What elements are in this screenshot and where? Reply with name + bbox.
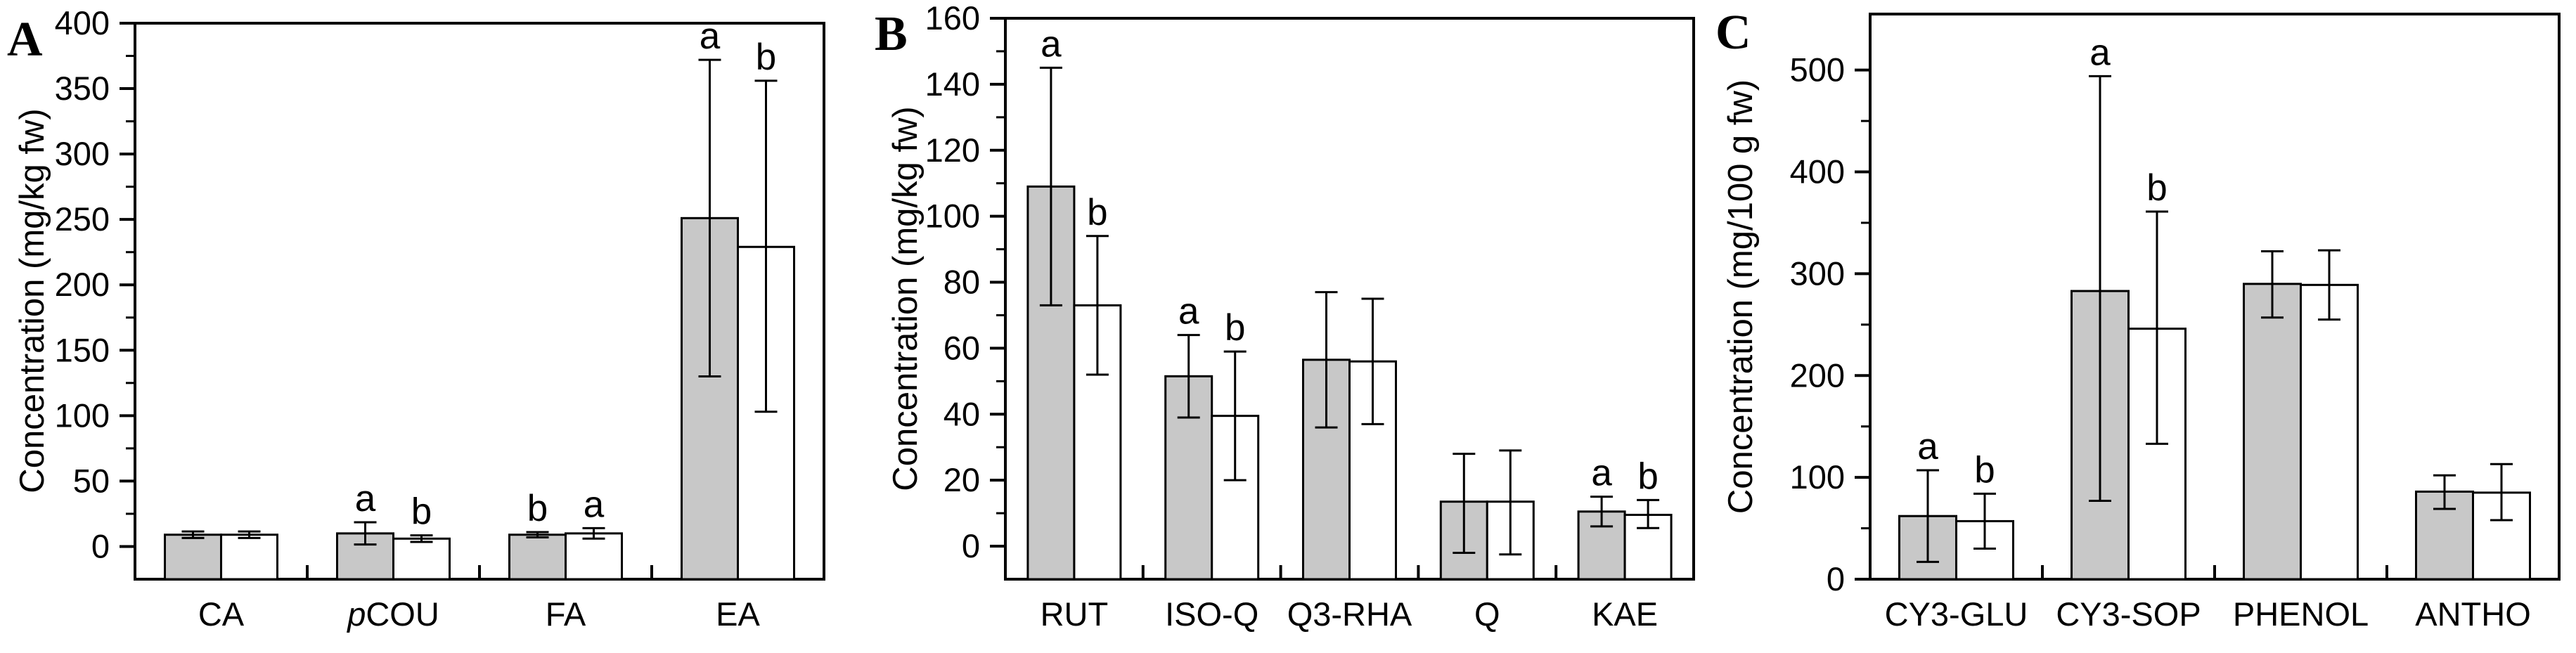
error-bar bbox=[1361, 297, 1384, 425]
category-label: ANTHO bbox=[2415, 595, 2531, 633]
error-bar bbox=[1973, 492, 1996, 550]
panel-b-y-axis-title: Concentration (mg/kg fw) bbox=[887, 106, 925, 491]
significance-letter: b bbox=[1225, 307, 1245, 349]
y-tick-label: 160 bbox=[925, 0, 980, 37]
y-tick-label: 400 bbox=[1790, 153, 1845, 190]
y-tick-label: 100 bbox=[55, 396, 110, 434]
y-tick-label: 400 bbox=[55, 4, 110, 41]
significance-letter: a bbox=[1178, 291, 1199, 332]
error-bar bbox=[526, 531, 549, 538]
error-bar bbox=[1086, 235, 1109, 376]
category-label: Q bbox=[1474, 595, 1500, 633]
category-label: CA bbox=[198, 595, 245, 633]
error-bar bbox=[2146, 210, 2168, 445]
panel-c-chart: 0 100 200 300 400 500 CY3-GLU CY3-SOP PHENOL ANTH… bbox=[1790, 13, 2561, 633]
panel-c-letter: C bbox=[1715, 6, 1751, 60]
error-bar bbox=[1039, 66, 1062, 306]
y-tick-label: 300 bbox=[1790, 254, 1845, 292]
error-bar bbox=[1917, 469, 1939, 563]
significance-letter: b bbox=[1087, 192, 1107, 233]
error-bar bbox=[1223, 350, 1247, 481]
y-tick-label: 40 bbox=[944, 395, 980, 432]
y-tick-label: 0 bbox=[962, 527, 980, 564]
bar-open bbox=[392, 537, 451, 581]
bar-open bbox=[220, 534, 278, 581]
bar-filled bbox=[164, 534, 222, 581]
error-bar bbox=[238, 530, 261, 539]
category-label: CY3-SOP bbox=[2056, 595, 2201, 633]
y-tick-label: 0 bbox=[91, 527, 110, 564]
error-bar bbox=[582, 526, 605, 540]
y-tick-label: 100 bbox=[925, 198, 980, 235]
y-tick-label: 500 bbox=[1790, 51, 1845, 89]
y-tick-label: 200 bbox=[55, 266, 110, 303]
error-bar bbox=[1453, 453, 1476, 554]
significance-letter: a bbox=[355, 478, 376, 519]
error-bar bbox=[2089, 75, 2111, 502]
error-bar bbox=[181, 530, 205, 539]
significance-letter: a bbox=[1917, 426, 1938, 467]
bar-open bbox=[1211, 415, 1260, 581]
significance-letter: b bbox=[527, 488, 548, 529]
y-tick-label: 80 bbox=[944, 264, 980, 301]
error-bar bbox=[1590, 496, 1614, 528]
error-bar bbox=[354, 521, 377, 546]
category-label: PHENOL bbox=[2233, 595, 2369, 633]
error-bar bbox=[2261, 250, 2284, 319]
category-label: CY3-GLU bbox=[1885, 595, 2028, 633]
error-bar bbox=[1637, 498, 1660, 529]
category-label: KAE bbox=[1592, 595, 1658, 633]
panel-a-y-axis-title: Concentration (mg/kg fw) bbox=[13, 108, 51, 493]
category-label: Q3-RHA bbox=[1287, 595, 1412, 633]
significance-letter: a bbox=[1591, 453, 1612, 494]
significance-letter: b bbox=[1637, 455, 1658, 497]
y-tick-label: 60 bbox=[944, 329, 980, 366]
significance-letter: a bbox=[2089, 32, 2111, 73]
panel-b-chart: 0 20 40 60 80 100 120 140 160 RUT ISO-Q Q3-RHA Q KAE a… bbox=[925, 0, 1695, 633]
category-label: pCOU bbox=[346, 595, 439, 633]
significance-letter: b bbox=[2146, 167, 2167, 209]
panel-b-letter: B bbox=[875, 7, 908, 61]
category-label: ISO-Q bbox=[1165, 595, 1258, 633]
bar-open bbox=[2300, 283, 2359, 581]
y-tick-label: 300 bbox=[55, 135, 110, 172]
error-bar bbox=[754, 79, 778, 413]
y-tick-label: 20 bbox=[944, 461, 980, 498]
error-bar bbox=[2433, 474, 2456, 510]
error-bar bbox=[410, 534, 433, 543]
y-tick-label: 50 bbox=[73, 462, 110, 499]
error-bar bbox=[1315, 291, 1338, 429]
error-bar bbox=[2318, 249, 2340, 321]
significance-letter: b bbox=[756, 37, 776, 78]
y-tick-label: 250 bbox=[55, 200, 110, 238]
significance-letter: a bbox=[1041, 23, 1062, 65]
error-bar bbox=[698, 58, 721, 378]
error-bar bbox=[1177, 334, 1200, 419]
bar-open bbox=[565, 532, 623, 581]
bar-filled bbox=[2243, 283, 2302, 581]
error-bar bbox=[2490, 463, 2513, 522]
significance-letter: b bbox=[1974, 449, 1995, 491]
bar-filled bbox=[508, 534, 567, 581]
significance-letter: a bbox=[700, 15, 721, 57]
category-label: FA bbox=[546, 595, 586, 633]
y-tick-label: 140 bbox=[925, 65, 980, 103]
error-bar bbox=[1499, 449, 1522, 556]
panel-c-y-axis-title: Concentration (mg/100 g fw) bbox=[1722, 79, 1760, 515]
y-tick-label: 150 bbox=[55, 331, 110, 368]
significance-letter: a bbox=[584, 484, 605, 525]
panel-a-letter: A bbox=[7, 13, 43, 67]
y-tick-label: 120 bbox=[925, 131, 980, 169]
category-label: RUT bbox=[1041, 595, 1109, 633]
y-tick-label: 350 bbox=[55, 70, 110, 107]
y-tick-label: 0 bbox=[1827, 560, 1845, 597]
significance-letter: b bbox=[411, 491, 432, 533]
y-tick-label: 200 bbox=[1790, 356, 1845, 394]
y-tick-label: 100 bbox=[1790, 458, 1845, 496]
category-label: EA bbox=[716, 595, 760, 633]
